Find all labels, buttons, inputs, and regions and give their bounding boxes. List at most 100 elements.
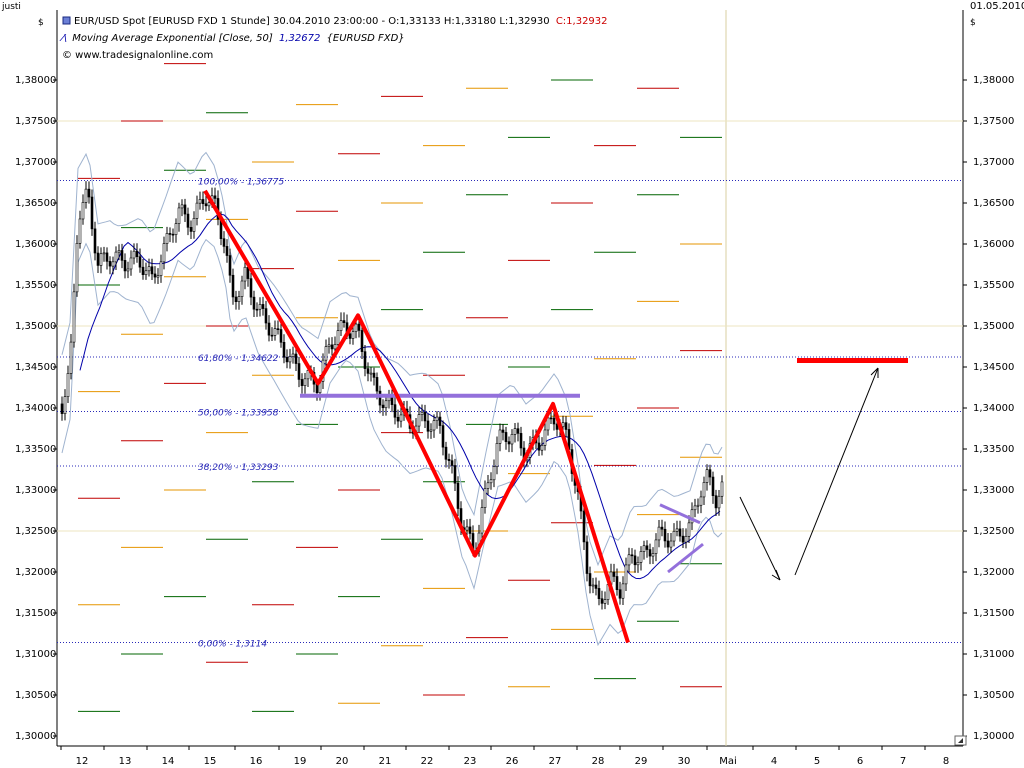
- candle-body: [390, 396, 394, 405]
- y-tick-label: 1,38000: [15, 75, 56, 86]
- fib-level-label: 38,20% - 1,33293: [198, 463, 279, 473]
- candle-body: [78, 218, 82, 244]
- candle-body: [141, 266, 145, 275]
- candle-body: [591, 584, 595, 587]
- x-tick-label: 7: [900, 756, 906, 767]
- candle-body: [438, 416, 442, 426]
- candle-body: [486, 482, 490, 489]
- candle-body: [381, 404, 385, 409]
- candle-body: [177, 207, 181, 224]
- candle-body: [624, 564, 628, 585]
- candle-body: [513, 428, 517, 435]
- x-tick-label: 14: [162, 756, 175, 767]
- candle-body: [159, 261, 163, 276]
- candle-body: [222, 238, 226, 247]
- candle-body: [99, 253, 103, 266]
- candle-body: [360, 330, 364, 352]
- candle-body: [384, 400, 388, 409]
- y-tick-label: 1,33000: [15, 485, 56, 496]
- candle-body: [627, 554, 631, 566]
- candle-body: [612, 571, 616, 577]
- candle-body: [357, 323, 361, 331]
- candle-body: [72, 291, 76, 343]
- candle-body: [465, 526, 469, 531]
- candle-body: [153, 273, 157, 278]
- candle-body: [81, 202, 85, 220]
- y-tick-label: 1,30500: [973, 690, 1014, 701]
- candle-body: [603, 599, 607, 604]
- candle-body: [549, 417, 553, 420]
- candle-body: [354, 323, 358, 332]
- candle-body: [126, 268, 130, 272]
- candle-body: [657, 526, 661, 541]
- candle-body: [417, 414, 421, 427]
- top-left-text: justi: [1, 2, 21, 12]
- x-tick-label: 21: [379, 756, 392, 767]
- y-tick-label: 1,36000: [973, 239, 1014, 250]
- candle-body: [111, 261, 115, 267]
- candle-body: [399, 414, 403, 422]
- candle-body: [600, 598, 604, 604]
- y-tick-label: 1,34000: [973, 403, 1014, 414]
- candle-body: [561, 422, 565, 427]
- candle-body: [228, 255, 232, 276]
- candle-body: [714, 495, 718, 509]
- y-tick-label: 1,35000: [973, 321, 1014, 332]
- candle-body: [174, 223, 178, 235]
- scroll-corner-icon[interactable]: [954, 735, 967, 746]
- candle-body: [123, 260, 127, 272]
- candle-body: [429, 429, 433, 432]
- candle-body: [162, 243, 166, 263]
- x-tick-label: 4: [771, 756, 777, 767]
- candle-body: [645, 545, 649, 550]
- candle-body: [621, 583, 625, 599]
- arrowhead-icon: [870, 367, 879, 378]
- candle-body: [90, 196, 94, 230]
- candle-body: [423, 411, 427, 422]
- candle-body: [678, 528, 682, 537]
- candle-body: [504, 432, 508, 442]
- candle-body: [207, 202, 211, 207]
- candle-body: [651, 553, 655, 557]
- candle-body: [252, 296, 256, 310]
- candle-body: [675, 528, 679, 532]
- candle-body: [450, 460, 454, 466]
- currency-right: $: [970, 18, 976, 28]
- x-tick-label: 27: [549, 756, 562, 767]
- candle-body: [75, 242, 79, 293]
- candle-body: [687, 522, 691, 537]
- candle-body: [483, 488, 487, 508]
- fib-level-label: 50,00% - 1,33958: [198, 408, 279, 418]
- candle-body: [192, 218, 196, 232]
- candle-body: [669, 540, 673, 548]
- y-tick-label: 1,33000: [973, 485, 1014, 496]
- top-right-date: 01.05.2010: [970, 1, 1024, 12]
- candle-body: [435, 416, 439, 422]
- candle-body: [342, 320, 346, 323]
- candle-body: [372, 372, 376, 378]
- candle-body: [630, 554, 634, 557]
- candle-body: [537, 442, 541, 451]
- y-tick-label: 1,34000: [15, 403, 56, 414]
- candle-body: [150, 266, 154, 275]
- candle-body: [279, 329, 283, 343]
- y-tick-label: 1,34500: [15, 362, 56, 373]
- candle-body: [255, 308, 259, 311]
- candle-body: [378, 390, 382, 406]
- candle-body: [519, 433, 523, 449]
- candle-body: [696, 504, 700, 507]
- y-tick-label: 1,34500: [973, 362, 1014, 373]
- candle-body: [420, 411, 424, 415]
- candle-body: [294, 353, 298, 364]
- candle-body: [432, 420, 436, 431]
- candle-body: [204, 203, 208, 207]
- candle-body: [672, 531, 676, 542]
- x-tick-label: 23: [464, 756, 477, 767]
- y-tick-label: 1,37500: [15, 116, 56, 127]
- x-tick-label: 28: [592, 756, 605, 767]
- header-title: EUR/USD Spot [EURUSD FXD 1 Stunde] 30.04…: [74, 16, 608, 27]
- candle-body: [165, 233, 169, 244]
- candle-body: [366, 368, 370, 374]
- candle-body: [375, 377, 379, 392]
